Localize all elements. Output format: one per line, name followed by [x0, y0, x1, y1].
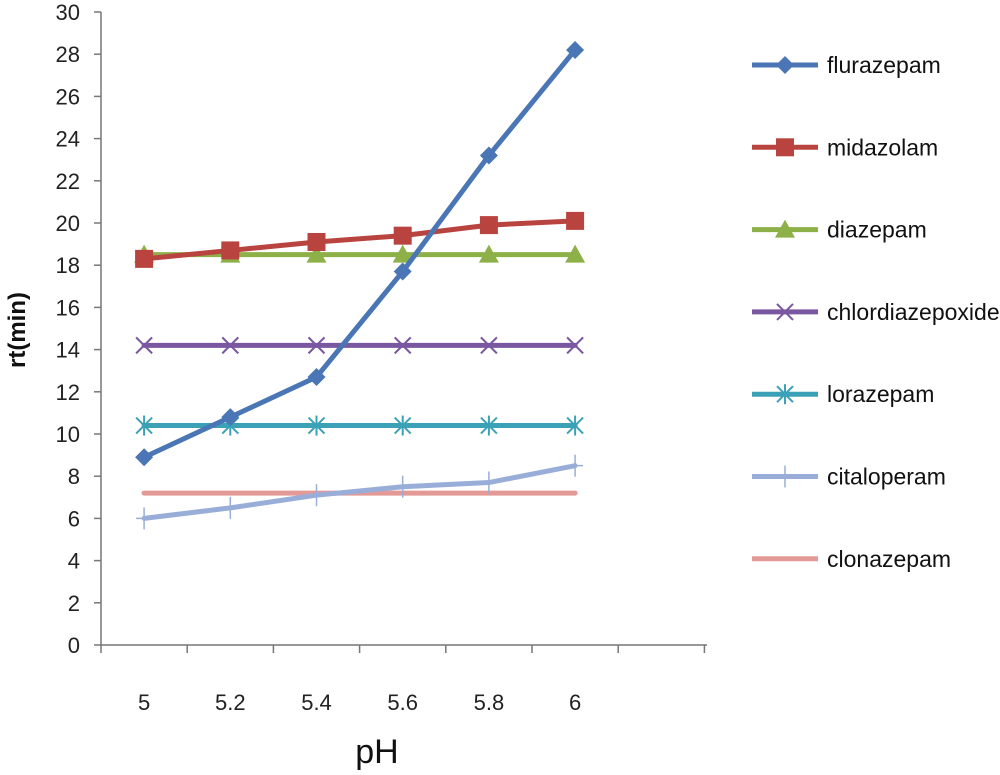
data-point-citaloperam [394, 475, 411, 498]
axes [100, 12, 707, 646]
data-point-midazolam [307, 232, 326, 251]
y-tick-label: 22 [56, 169, 80, 194]
data-point-flurazepam [393, 262, 412, 281]
x-tick-label: 5.2 [215, 690, 246, 715]
y-tick-label: 28 [56, 42, 80, 67]
data-point-chlordiazepoxide [221, 336, 240, 355]
data-point-midazolam [566, 211, 585, 230]
data-point-lorazepam [566, 415, 584, 436]
legend-label-clonazepam: clonazepam [827, 546, 951, 572]
data-point-chlordiazepoxide [480, 336, 498, 355]
series-chlordiazepoxide [135, 336, 584, 355]
y-tick-label: 2 [68, 591, 80, 616]
x-ticks: 5 5.2 5.4 5.6 5.8 6 [100, 645, 706, 715]
data-point-lorazepam [307, 415, 326, 436]
data-point-lorazepam [480, 415, 498, 436]
y-tick-label: 10 [56, 422, 80, 447]
x-tick-label: 5.8 [474, 690, 505, 715]
legend-label-chlordiazepoxide: chlordiazepoxide [827, 299, 1000, 325]
data-point-chlordiazepoxide [307, 336, 326, 355]
data-point-chlordiazepoxide [135, 336, 153, 355]
legend-marker-chlordiazepoxide [776, 303, 794, 321]
x-tick-label: 6 [569, 690, 581, 715]
y-tick-label: 8 [68, 464, 80, 489]
y-tick-label: 18 [56, 253, 80, 278]
data-point-citaloperam [308, 484, 325, 507]
data-point-citaloperam [222, 496, 239, 519]
legend-label-lorazepam: lorazepam [827, 381, 934, 407]
legend-marker-citaloperam [777, 465, 793, 488]
series-line-flurazepam [141, 47, 578, 460]
data-point-diazepam [565, 244, 586, 263]
data-point-citaloperam [567, 454, 584, 477]
data-point-flurazepam [221, 408, 240, 427]
data-point-flurazepam [307, 368, 326, 387]
data-point-diazepam [478, 244, 499, 263]
legend-label-flurazepam: flurazepam [827, 52, 941, 78]
series-line-citaloperam [141, 463, 578, 521]
y-tick-label: 20 [56, 211, 80, 236]
legend-item-clonazepam: clonazepam [752, 546, 951, 572]
legend-item-lorazepam: lorazepam [752, 381, 934, 407]
legend-marker-lorazepam [776, 384, 794, 405]
legend-marker-midazolam [776, 138, 794, 157]
data-point-midazolam [221, 241, 240, 260]
y-tick-label: 12 [56, 380, 80, 405]
y-tick-label: 26 [56, 84, 80, 109]
legend: flurazepam midazolam diazepam chlordiazepox… [752, 52, 1000, 572]
legend-item-chlordiazepoxide: chlordiazepoxide [752, 299, 1000, 325]
legend-item-citaloperam: citaloperam [752, 464, 946, 490]
legend-marker-diazepam [775, 219, 795, 238]
series-midazolam [135, 211, 585, 268]
data-point-midazolam [135, 249, 154, 268]
x-tick-label: 5 [138, 690, 150, 715]
legend-item-midazolam: midazolam [752, 134, 938, 160]
legend-label-midazolam: midazolam [827, 134, 938, 160]
plot-area [134, 40, 586, 530]
y-axis-title: rt(min) [4, 292, 31, 368]
data-point-chlordiazepoxide [393, 336, 412, 355]
y-tick-label: 30 [56, 0, 80, 25]
data-point-midazolam [479, 216, 498, 235]
series-flurazepam [135, 40, 585, 467]
y-tick-label: 24 [56, 127, 80, 152]
data-point-lorazepam [393, 415, 412, 436]
data-point-citaloperam [480, 471, 497, 494]
y-tick-label: 14 [56, 338, 80, 363]
y-tick-label: 0 [68, 633, 80, 658]
series-line-midazolam [141, 218, 578, 262]
legend-label-diazepam: diazepam [827, 217, 927, 243]
y-tick-label: 6 [68, 506, 80, 531]
x-axis-title: pH [355, 733, 398, 771]
y-tick-label: 16 [56, 295, 80, 320]
series-lorazepam [135, 415, 584, 436]
data-point-diazepam [306, 244, 327, 263]
data-point-flurazepam [135, 448, 154, 467]
x-tick-label: 5.6 [387, 690, 418, 715]
data-point-chlordiazepoxide [566, 336, 584, 355]
x-tick-label: 5.4 [301, 690, 332, 715]
data-point-flurazepam [479, 146, 498, 165]
data-point-midazolam [393, 226, 412, 245]
series-citaloperam [136, 454, 584, 530]
y-tick-label: 4 [68, 549, 80, 574]
data-point-lorazepam [135, 415, 153, 436]
data-point-flurazepam [566, 40, 585, 59]
legend-item-flurazepam: flurazepam [752, 52, 941, 78]
legend-label-citaloperam: citaloperam [827, 464, 946, 490]
legend-item-diazepam: diazepam [752, 217, 927, 243]
data-point-citaloperam [136, 507, 153, 530]
data-point-diazepam [392, 244, 413, 263]
legend-marker-flurazepam [776, 56, 794, 74]
